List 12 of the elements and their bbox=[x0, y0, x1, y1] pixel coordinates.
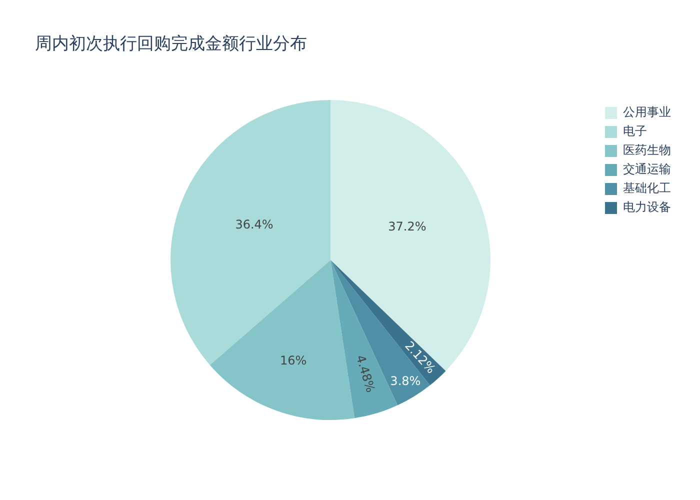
legend-label: 电力设备 bbox=[623, 200, 671, 214]
legend-label: 公用事业 bbox=[623, 105, 671, 120]
legend-label: 医药生物 bbox=[623, 143, 671, 158]
data-label: 37.2% bbox=[388, 220, 426, 234]
legend-label: 基础化工 bbox=[623, 181, 671, 196]
chart-title: 周内初次执行回购完成金额行业分布 bbox=[35, 34, 307, 54]
data-label: 4.48% bbox=[353, 354, 378, 394]
legend-label: 电子 bbox=[623, 124, 647, 138]
data-label: 36.4% bbox=[235, 217, 274, 232]
data-label: 3.8% bbox=[390, 374, 421, 388]
data-label: 16% bbox=[280, 353, 307, 368]
legend-label: 交通运输 bbox=[623, 162, 671, 176]
